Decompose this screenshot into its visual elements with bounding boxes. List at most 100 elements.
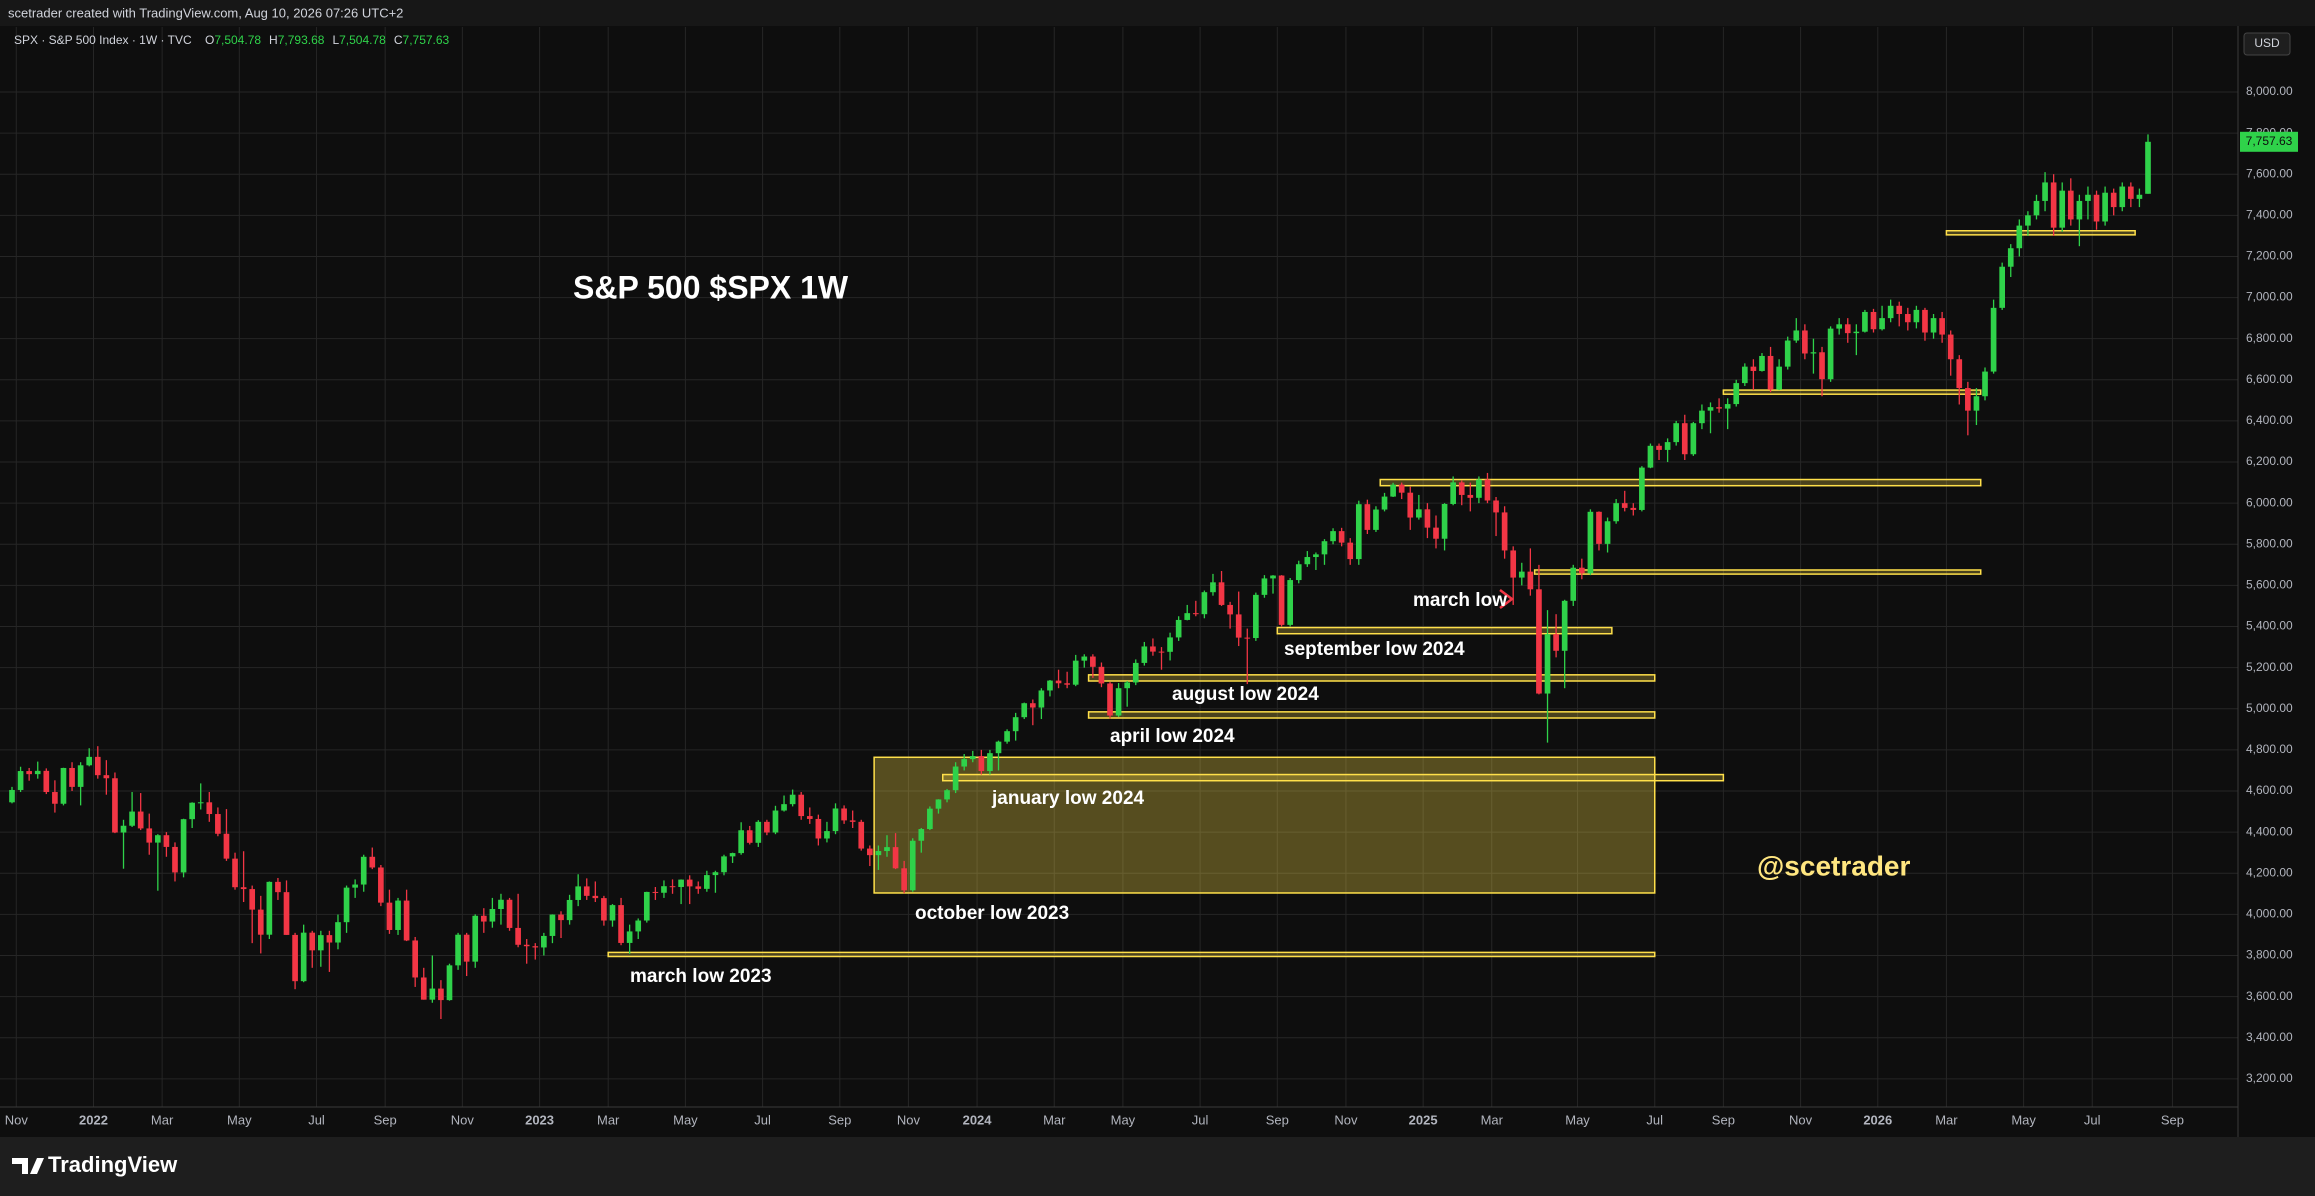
arrow [1499, 589, 1515, 609]
y-tick-label: 5,800.00 [2246, 536, 2293, 550]
currency-box[interactable] [2243, 32, 2291, 56]
candle-body [1879, 318, 1885, 330]
candle-body [1973, 396, 1980, 411]
candle-body [815, 818, 822, 839]
candle-body [927, 808, 933, 830]
y-tick-label: 5,400.00 [2246, 619, 2293, 633]
candle-body [669, 886, 676, 888]
candle-body [1098, 666, 1105, 684]
candle-body [704, 875, 710, 889]
candle-body [1862, 311, 1868, 332]
candle-body [1115, 688, 1122, 716]
logo-text: TradingView [48, 1152, 178, 1177]
symbol-legend: SPX · S&P 500 Index · 1W · TVC O7,504.78… [14, 33, 450, 47]
x-tick-label: Mar [1481, 1112, 1504, 1127]
candle-body [120, 825, 127, 833]
candle-body [155, 835, 161, 843]
candle-body [2085, 194, 2091, 201]
candle-body [686, 879, 693, 887]
x-tick-label: Nov [1789, 1112, 1813, 1127]
candle-body [1767, 355, 1774, 390]
candle-body [498, 899, 504, 910]
candle-body [1467, 494, 1474, 498]
x-tick-label: Nov [5, 1112, 29, 1127]
candle-body [1518, 571, 1525, 578]
candle-body [335, 922, 341, 943]
candle-body [1690, 423, 1697, 455]
candle-body [506, 899, 513, 928]
candle-body [875, 851, 882, 856]
y-tick-label: 8,000.00 [2246, 84, 2293, 98]
candle-body [1364, 504, 1371, 530]
footer-logo: TradingView [12, 1152, 178, 1177]
ohlc-value: 7,757.63 [403, 33, 450, 47]
candle-body [257, 909, 264, 935]
candle-body [961, 759, 968, 767]
candle-body [1433, 527, 1439, 539]
y-tick-label: 4,200.00 [2246, 865, 2293, 879]
candle-body [1553, 634, 1559, 651]
candle-body [163, 835, 170, 847]
candle-body [1004, 731, 1010, 742]
level-zone [1945, 229, 2136, 236]
candle-body [86, 756, 93, 766]
candle-body [541, 935, 547, 948]
x-tick-label: 2026 [1863, 1112, 1892, 1127]
candle-body [223, 833, 230, 859]
candle-body [1047, 680, 1053, 691]
y-tick-label: 3,600.00 [2246, 989, 2293, 1003]
annotation: october low 2023 [915, 903, 1069, 924]
candle-body [2076, 200, 2083, 220]
candle-body [1355, 504, 1362, 560]
x-tick-label: Jul [754, 1112, 771, 1127]
candle-body [1956, 359, 1963, 389]
y-tick-label: 5,000.00 [2246, 701, 2293, 715]
candle-body [944, 790, 950, 800]
candle-body [2033, 200, 2040, 216]
candle-body [1802, 330, 1808, 354]
candle-body [1647, 445, 1654, 468]
candle-body [558, 914, 564, 921]
candle-body [1596, 511, 1602, 544]
level-zone [607, 951, 1656, 958]
candle-body [729, 853, 736, 857]
candle-body [1407, 492, 1414, 518]
candle-body [618, 905, 624, 943]
annotation: january low 2024 [991, 788, 1145, 809]
annotation: march low 2023 [630, 966, 772, 987]
candle-body [1544, 634, 1551, 694]
candle-body [1896, 305, 1903, 315]
candle-body [978, 756, 985, 772]
candle-body [1493, 500, 1499, 513]
candle-body [1347, 542, 1354, 560]
level-zone [1087, 711, 1656, 719]
chart-title: S&P 500 $SPX 1W [573, 269, 849, 305]
candle-body [197, 802, 204, 804]
x-tick-label: Sep [1712, 1112, 1735, 1127]
candle-body [1759, 355, 1765, 371]
candle-body [249, 889, 256, 910]
candle-body [1656, 445, 1662, 450]
candle-body [1982, 371, 1988, 397]
y-tick-label: 3,200.00 [2246, 1071, 2293, 1085]
candle-body [1999, 266, 2005, 308]
candle-body [1604, 521, 1611, 544]
candle-body [2093, 194, 2100, 222]
x-tick-label: Mar [151, 1112, 174, 1127]
candle-body [1287, 580, 1293, 625]
y-tick-label: 3,400.00 [2246, 1030, 2293, 1044]
candle-body [1373, 509, 1379, 530]
candle-body [1450, 482, 1456, 504]
candle-body [112, 778, 118, 833]
candle-body [2016, 225, 2023, 249]
x-tick-label: Sep [374, 1112, 397, 1127]
candle-body [1150, 646, 1156, 652]
candle-body [463, 934, 470, 962]
candle-body [1244, 637, 1251, 639]
x-tick-label: Jul [1646, 1112, 1663, 1127]
level-zone [1533, 569, 1982, 575]
candle-body [1922, 309, 1928, 333]
candle-body [2050, 182, 2057, 228]
currency: USD [2254, 36, 2280, 50]
